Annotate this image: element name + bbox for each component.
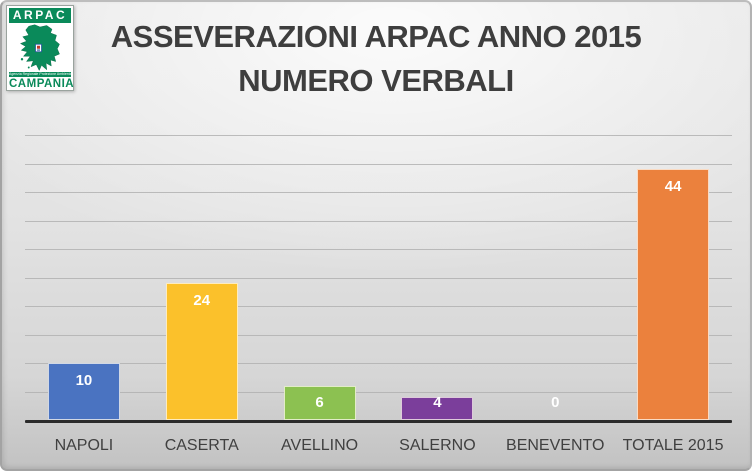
category-label-caserta: CASERTA — [164, 437, 239, 454]
gridline-5 — [25, 391, 732, 393]
category-label-salerno: SALERNO — [399, 437, 476, 454]
bar-napoli — [47, 363, 120, 420]
logo-emblem-icon — [35, 43, 42, 53]
gridline-40 — [25, 192, 732, 193]
ischia-island-dot — [20, 58, 24, 61]
gridline-35 — [25, 220, 732, 222]
logo-arpac-title: ARPAC — [9, 8, 71, 23]
value-label-benevento: 0 — [551, 394, 560, 411]
capri-island-dot — [27, 66, 30, 69]
value-label-salerno: 4 — [433, 394, 442, 411]
category-label-avellino: AVELLINO — [281, 437, 359, 454]
arpac-logo: ARPAC Agenzia Regionale Protezione Ambie… — [6, 5, 74, 91]
chart-title: ASSEVERAZIONI ARPAC ANNO 2015 NUMERO VER… — [2, 15, 750, 103]
bar-caserta — [165, 283, 238, 420]
logo-subtext: Agenzia Regionale Protezione Ambientale — [9, 72, 71, 77]
chart-title-line2: NUMERO VERBALI — [238, 63, 514, 98]
value-label-caserta: 24 — [193, 292, 211, 310]
bar-salerno — [401, 397, 474, 420]
chart-title-line1: ASSEVERAZIONI ARPAC ANNO 2015 — [110, 19, 642, 54]
gridline-20 — [25, 306, 732, 307]
category-label-napoli: NAPOLI — [54, 437, 114, 454]
category-label-totale-2015: TOTALE 2015 — [622, 437, 724, 454]
gridline-45 — [25, 163, 732, 165]
value-label-totale-2015: 44 — [664, 178, 682, 196]
bar-totale-2015 — [637, 169, 710, 420]
campania-map-icon — [19, 24, 60, 72]
value-label-avellino: 6 — [315, 394, 324, 411]
gridline-15 — [25, 334, 732, 336]
logo-region-name: CAMPANIA — [9, 78, 75, 90]
bar-avellino — [283, 385, 356, 420]
x-axis-line — [25, 420, 732, 423]
value-label-napoli: 10 — [75, 372, 93, 389]
gridline-10 — [25, 363, 732, 364]
gridline-25 — [25, 277, 732, 279]
gridline-50 — [25, 135, 732, 136]
category-label-benevento: BENEVENTO — [506, 437, 605, 454]
gridline-30 — [25, 249, 732, 250]
